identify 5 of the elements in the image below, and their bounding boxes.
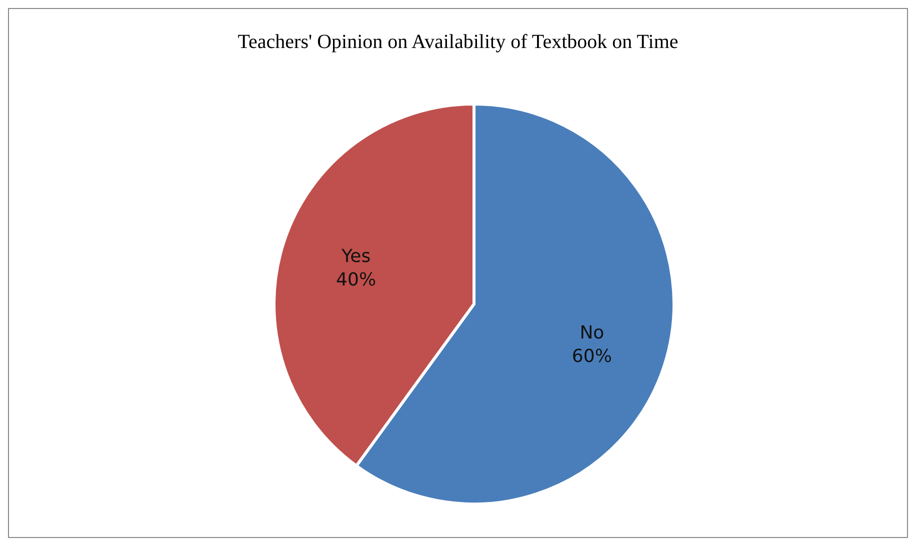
slice-label: Yes [340, 246, 371, 268]
slice-label: No [580, 322, 604, 344]
data-label: 40% [336, 269, 376, 290]
chart-title: Teachers' Opinion on Availability of Textbook on Time [236, 31, 680, 54]
data-label: 60% [572, 346, 612, 368]
